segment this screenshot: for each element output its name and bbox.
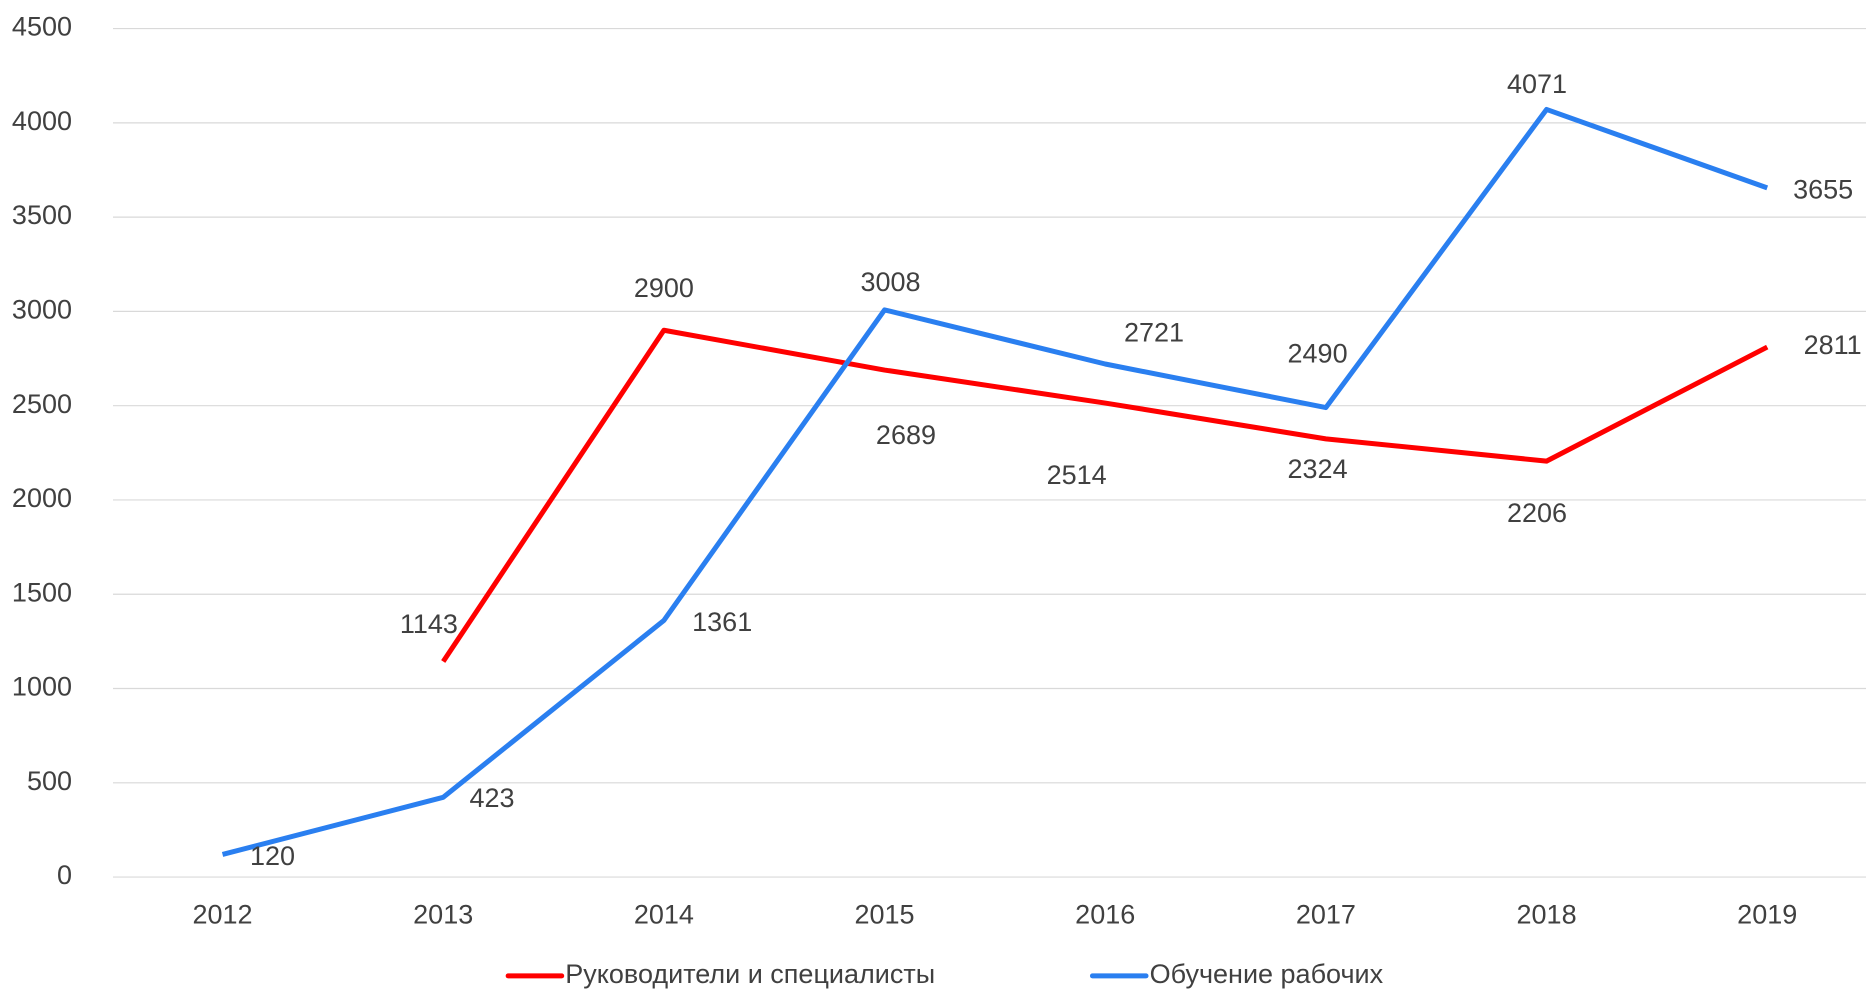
data-label: 2689 (876, 420, 936, 450)
y-tick-label: 500 (27, 766, 72, 796)
series-line (441, 327, 1769, 663)
data-label: 423 (469, 783, 514, 813)
y-tick-label: 4000 (12, 106, 72, 136)
x-tick-label: 2017 (1296, 899, 1356, 929)
y-tick-label: 2000 (12, 483, 72, 513)
series-line (221, 106, 1769, 857)
y-tick-label: 3000 (12, 295, 72, 325)
y-tick-label: 4500 (12, 12, 72, 42)
data-label: 3008 (860, 267, 920, 297)
legend-label: Обучение рабочих (1150, 959, 1384, 989)
legend-label: Руководители и специалисты (565, 959, 935, 989)
data-label: 3655 (1793, 175, 1853, 205)
y-tick-label: 3500 (12, 200, 72, 230)
y-tick-label: 1000 (12, 672, 72, 702)
data-label: 1143 (400, 609, 458, 639)
data-label: 2324 (1288, 454, 1348, 484)
y-tick-label: 0 (57, 860, 72, 890)
data-label: 1361 (692, 607, 752, 637)
data-label: 4071 (1507, 69, 1567, 99)
y-tick-label: 1500 (12, 577, 72, 607)
data-label: 2900 (634, 273, 694, 303)
data-label: 2514 (1047, 460, 1107, 490)
data-label: 120 (250, 841, 295, 871)
x-tick-label: 2015 (855, 899, 915, 929)
data-label: 2721 (1124, 317, 1184, 347)
x-tick-label: 2016 (1075, 899, 1135, 929)
x-tick-label: 2012 (193, 899, 253, 929)
x-tick-label: 2014 (634, 899, 694, 929)
data-label: 2490 (1288, 338, 1348, 368)
data-label: 2206 (1507, 498, 1567, 528)
x-tick-label: 2018 (1517, 899, 1577, 929)
x-tick-label: 2019 (1737, 899, 1797, 929)
x-tick-label: 2013 (413, 899, 473, 929)
y-tick-label: 2500 (12, 389, 72, 419)
data-label: 2811 (1804, 330, 1862, 360)
